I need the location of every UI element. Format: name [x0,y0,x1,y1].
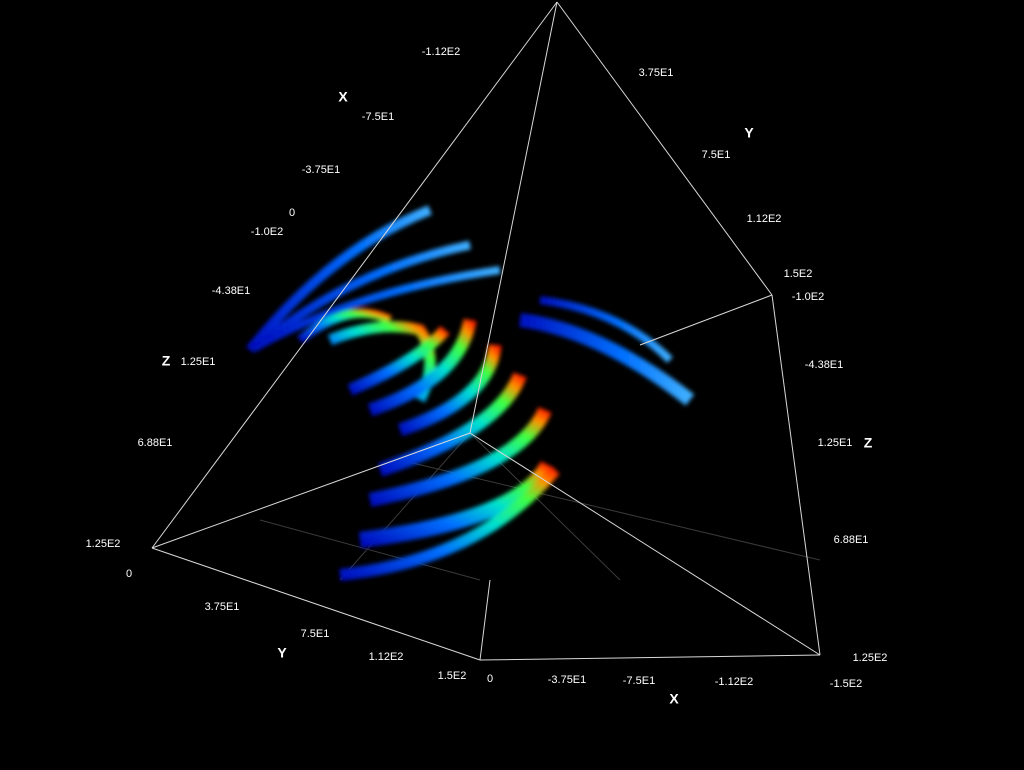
tick-label: -3.75E1 [302,164,341,176]
grid [259,432,821,581]
tick-label: -7.5E1 [623,675,655,687]
tick-label: 6.88E1 [138,437,173,449]
tick-label: -1.0E2 [251,226,283,238]
axis-name: X [338,89,348,105]
tick-label: 1.25E2 [853,652,888,664]
tick-label: -7.5E1 [362,111,394,123]
tick-label: 6.88E1 [834,534,869,546]
tick-label: 1.12E2 [369,651,404,663]
axis-name: X [669,691,679,707]
tick-label: 0 [289,207,295,219]
tick-label: 7.5E1 [702,149,731,161]
tick-label: 1.25E2 [86,538,121,550]
tick-label: -1.0E2 [792,291,824,303]
tick-label: -4.38E1 [212,285,251,297]
tick-label: -1.5E2 [830,678,862,690]
tick-label: 1.5E2 [438,670,467,682]
volume-rendering [246,205,695,581]
tick-label: -4.38E1 [805,359,844,371]
tick-label: 1.25E1 [818,437,853,449]
tick-label: -1.12E2 [422,46,461,58]
axis-name: Z [162,353,171,369]
tick-label: -1.12E2 [715,676,754,688]
axis-frame [151,1,821,661]
tick-label: 3.75E1 [639,67,674,79]
tick-label: 7.5E1 [301,628,330,640]
tick-label: 0 [126,568,132,580]
axis-name: Y [277,645,287,661]
tick-label: 3.75E1 [205,601,240,613]
axis-name: Z [864,435,873,451]
tick-label: 1.25E1 [181,356,216,368]
axis-name: Y [744,125,754,141]
tick-label: 1.12E2 [747,213,782,225]
tick-label: 0 [487,673,493,685]
tick-label: 1.5E2 [784,268,813,280]
tick-label: -3.75E1 [548,674,587,686]
